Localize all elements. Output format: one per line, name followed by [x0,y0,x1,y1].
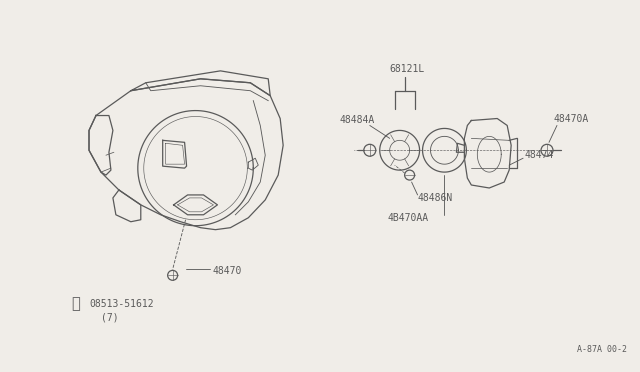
Text: 48470: 48470 [212,266,242,276]
Text: 48486N: 48486N [417,193,453,203]
Text: 48474: 48474 [524,150,554,160]
Text: 4B470AA: 4B470AA [388,213,429,223]
Text: A-87A 00-2: A-87A 00-2 [577,345,627,354]
Text: 68121L: 68121L [390,64,425,74]
Text: 48484A: 48484A [340,115,375,125]
Text: 08513-51612: 08513-51612 [89,299,154,309]
Text: Ⓢ: Ⓢ [72,296,81,312]
Text: 48470A: 48470A [554,113,589,124]
Text: (7): (7) [101,312,118,322]
